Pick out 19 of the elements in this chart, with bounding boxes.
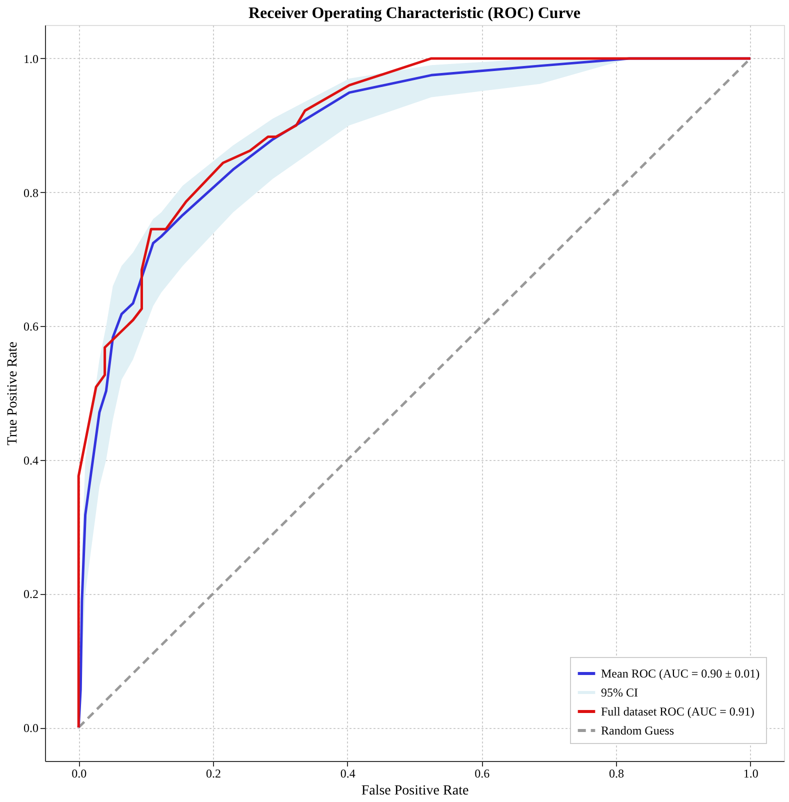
y-tick-label: 0.2 [24, 587, 38, 602]
x-tick-label: 0.8 [609, 766, 624, 780]
legend-label: Random Guess [601, 724, 674, 738]
y-tick-label: 1.0 [24, 52, 38, 66]
legend-label: Full dataset ROC (AUC = 0.91) [601, 704, 754, 718]
legend-label: Mean ROC (AUC = 0.90 ± 0.01) [601, 666, 760, 680]
y-axis-title: True Positive Rate [6, 342, 20, 446]
x-tick-label: 1.0 [743, 766, 758, 780]
x-tick-label: 0.4 [340, 766, 356, 780]
y-tick-label: 0.6 [24, 320, 38, 334]
y-tick-label: 0.0 [24, 721, 38, 736]
x-axis-title: False Positive Rate [361, 784, 469, 798]
x-tick-label: 0.2 [206, 766, 221, 780]
x-tick-label: 0.6 [474, 766, 490, 780]
legend-label: 95% CI [601, 686, 638, 700]
y-tick-label: 0.4 [24, 453, 38, 468]
y-tick-label: 0.8 [24, 186, 38, 200]
x-tick-label: 0.0 [72, 766, 87, 780]
chart-title: Receiver Operating Characteristic (ROC) Curve [248, 5, 581, 22]
